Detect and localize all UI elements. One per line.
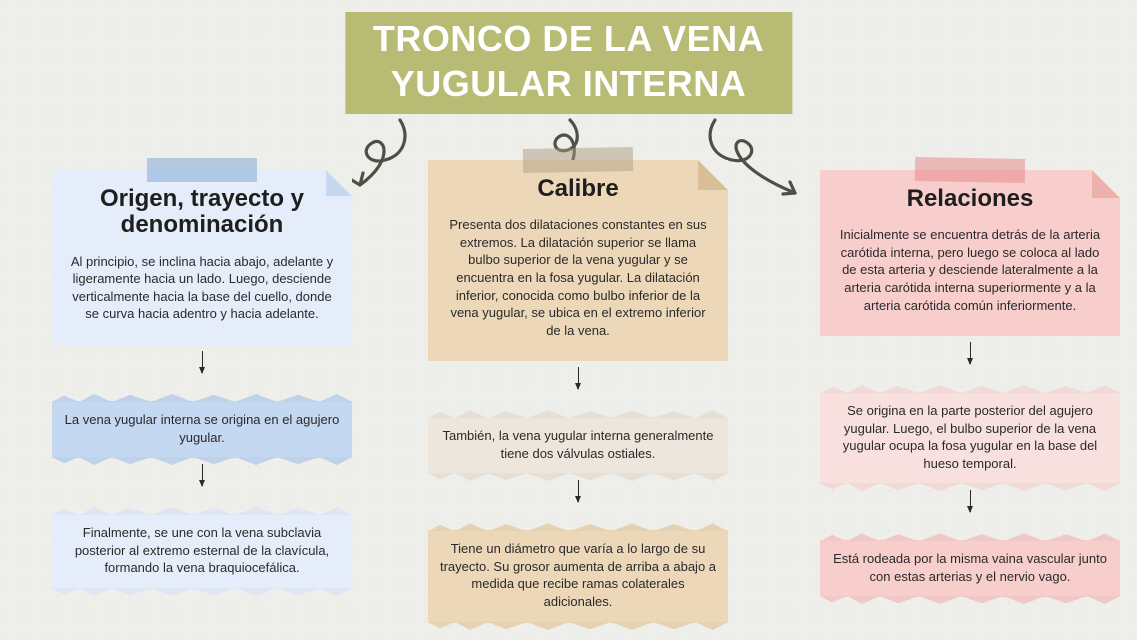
arrow-down-icon bbox=[970, 490, 971, 512]
arrow-down-icon bbox=[578, 367, 579, 389]
title-line-2: YUGULAR INTERNA bbox=[373, 61, 764, 106]
heading-origen: Origen, trayecto y denominación bbox=[68, 186, 336, 239]
text-relaciones-main: Inicialmente se encuentra detrás de la a… bbox=[836, 226, 1104, 314]
note-origen-sub1: La vena yugular interna se origina en el… bbox=[52, 401, 352, 458]
arrow-down-icon bbox=[202, 464, 203, 486]
column-calibre: Calibre Presenta dos dilataciones consta… bbox=[428, 160, 728, 623]
heading-calibre: Calibre bbox=[444, 176, 712, 202]
page-title: TRONCO DE LA VENA YUGULAR INTERNA bbox=[345, 12, 792, 114]
text-origen-main: Al principio, se inclina hacia abajo, ad… bbox=[68, 253, 336, 323]
column-relaciones: Relaciones Inicialmente se encuentra det… bbox=[820, 170, 1120, 597]
note-calibre-sub2: Tiene un diámetro que varía a lo largo d… bbox=[428, 530, 728, 622]
tape-icon bbox=[523, 147, 633, 173]
column-origen: Origen, trayecto y denominación Al princ… bbox=[52, 170, 352, 589]
note-origen-sub2: Finalmente, se une con la vena subclavia… bbox=[52, 514, 352, 589]
note-relaciones-sub2: Está rodeada por la misma vaina vascular… bbox=[820, 540, 1120, 597]
note-relaciones-sub1: Se origina en la parte posterior del agu… bbox=[820, 392, 1120, 484]
tape-icon bbox=[147, 158, 257, 182]
arrow-down-icon bbox=[202, 351, 203, 373]
note-calibre-sub1: También, la vena yugular interna general… bbox=[428, 417, 728, 474]
note-relaciones-main: Relaciones Inicialmente se encuentra det… bbox=[820, 170, 1120, 336]
arrow-down-icon bbox=[970, 342, 971, 364]
note-origen-main: Origen, trayecto y denominación Al princ… bbox=[52, 170, 352, 345]
tape-icon bbox=[915, 157, 1025, 183]
heading-relaciones: Relaciones bbox=[836, 186, 1104, 212]
note-calibre-main: Calibre Presenta dos dilataciones consta… bbox=[428, 160, 728, 361]
title-line-1: TRONCO DE LA VENA bbox=[373, 18, 764, 59]
arrow-down-icon bbox=[578, 480, 579, 502]
text-calibre-main: Presenta dos dilataciones constantes en … bbox=[444, 216, 712, 339]
